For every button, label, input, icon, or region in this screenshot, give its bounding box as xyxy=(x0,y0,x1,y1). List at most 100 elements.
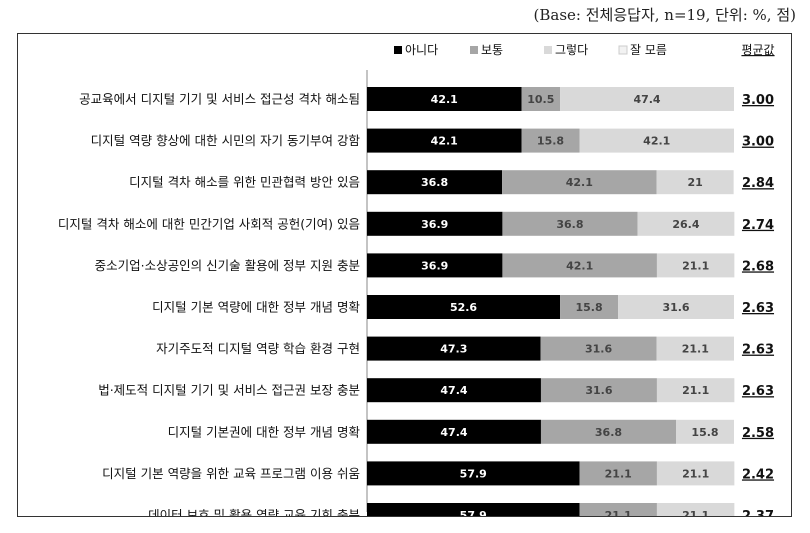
legend-swatch xyxy=(618,45,628,55)
data-label: 47.3 xyxy=(440,343,467,356)
legend-entry: 그렇다 xyxy=(555,42,588,57)
average-value: 2.74 xyxy=(742,218,774,233)
data-label: 42.1 xyxy=(566,176,593,189)
average-value: 2.37 xyxy=(742,509,774,516)
average-value: 3.00 xyxy=(742,135,774,150)
data-label: 36.8 xyxy=(421,176,448,189)
data-label: 36.8 xyxy=(556,218,583,231)
average-value: 2.63 xyxy=(742,301,774,316)
bar-segment xyxy=(618,295,734,319)
bar-segment xyxy=(637,211,735,236)
legend-swatch xyxy=(394,46,402,54)
data-label: 57.9 xyxy=(460,467,487,480)
bar-segment xyxy=(656,503,735,516)
data-label: 36.9 xyxy=(421,218,448,231)
data-label: 21.1 xyxy=(605,509,632,516)
data-label: 42.1 xyxy=(643,135,670,148)
bar-segment xyxy=(367,336,541,361)
category-label: 법·제도적 디지털 기기 및 서비스 접근권 보장 충분 xyxy=(98,383,360,398)
legend-entry: 아니다 xyxy=(405,43,438,57)
data-label: 36.8 xyxy=(595,426,622,439)
category-label: 디지털 기본 역량을 위한 교육 프로그램 이용 쉬움 xyxy=(102,466,360,481)
data-label: 21.1 xyxy=(682,259,709,272)
bar-segment xyxy=(367,419,541,444)
category-label: 디지털 기본 역량에 대한 정부 개념 명확 xyxy=(152,300,360,315)
average-value: 2.58 xyxy=(742,426,774,441)
bar-segment xyxy=(579,503,657,516)
bar-segment xyxy=(367,253,503,278)
data-label: 47.4 xyxy=(440,384,467,397)
average-value: 2.84 xyxy=(742,176,774,191)
data-label: 52.6 xyxy=(450,301,477,314)
data-label: 21 xyxy=(687,176,702,189)
average-value: 2.68 xyxy=(742,259,774,274)
category-label: 디지털 기본권에 대한 정부 개념 명확 xyxy=(168,424,361,439)
average-value: 3.00 xyxy=(742,93,774,108)
bar-segment xyxy=(502,253,657,278)
data-label: 31.6 xyxy=(585,343,612,356)
base-note: (Base: 전체응답자, n=19, 단위: %, 점) xyxy=(533,6,796,24)
data-label: 15.8 xyxy=(691,426,718,439)
bar-segment xyxy=(656,170,734,195)
average-header: 평균값 xyxy=(741,43,774,57)
data-label: 31.6 xyxy=(585,384,612,397)
legend-entry: 보통 xyxy=(481,43,503,57)
data-label: 21.1 xyxy=(682,467,709,480)
average-value: 2.42 xyxy=(742,467,774,482)
bar-segment xyxy=(367,378,541,403)
data-label: 15.8 xyxy=(537,135,564,148)
category-label: 공교육에서 디지털 기기 및 서비스 접근성 격차 해소됨 xyxy=(79,92,360,107)
bar-segment xyxy=(367,503,580,516)
data-label: 42.1 xyxy=(566,259,593,272)
bar-segment xyxy=(367,211,503,236)
average-value: 2.63 xyxy=(742,343,774,358)
category-label: 디지털 격차 해소를 위한 민관협력 방안 있음 xyxy=(129,175,360,190)
bar-segment xyxy=(676,419,734,444)
bar-segment xyxy=(502,170,657,195)
legend-entry: 잘 모름 xyxy=(630,43,667,57)
data-label: 57.9 xyxy=(460,509,487,516)
data-label: 21.1 xyxy=(682,343,709,356)
bar-segment xyxy=(540,419,677,444)
data-label: 36.9 xyxy=(421,259,448,272)
bar-segment xyxy=(560,87,734,111)
bar-segment xyxy=(367,295,561,319)
bar-segment xyxy=(656,336,734,361)
bar-segment xyxy=(367,461,580,486)
data-label: 31.6 xyxy=(662,301,689,314)
bar-segment xyxy=(579,461,657,486)
category-label: 데이터 보호 및 활용 역량 교육 기회 충분 xyxy=(148,508,360,517)
category-label: 중소기업·소상공인의 신기술 활용에 정부 지원 충분 xyxy=(95,258,360,273)
data-label: 42.1 xyxy=(431,93,458,106)
bar-segment xyxy=(656,378,735,403)
bar-segment xyxy=(502,211,638,236)
category-label: 디지털 격차 해소에 대한 민간기업 사회적 공헌(기여) 있음 xyxy=(58,216,360,231)
bar-segment xyxy=(540,378,657,403)
bar-segment xyxy=(367,170,503,195)
bar-segment xyxy=(656,461,735,486)
data-label: 47.4 xyxy=(440,426,467,439)
bar-segment xyxy=(656,253,735,278)
data-label: 21.1 xyxy=(682,509,709,516)
bar-segment xyxy=(560,295,619,319)
data-label: 26.4 xyxy=(672,218,699,231)
bar-segment xyxy=(367,128,522,153)
data-label: 10.5 xyxy=(527,93,554,106)
bar-segment xyxy=(579,128,734,153)
legend-swatch xyxy=(470,46,478,54)
category-label: 디지털 역량 향상에 대한 시민의 자기 동기부여 강함 xyxy=(91,133,361,148)
data-label: 42.1 xyxy=(431,135,458,148)
bar-segment xyxy=(367,87,522,111)
bar-segment xyxy=(521,128,580,153)
data-label: 21.1 xyxy=(682,384,709,397)
bar-segment xyxy=(521,87,561,111)
bar-segment xyxy=(540,336,657,361)
legend-swatch xyxy=(544,46,552,54)
data-label: 21.1 xyxy=(605,467,632,480)
category-label: 자기주도적 디지털 역량 학습 환경 구현 xyxy=(156,341,360,356)
data-label: 47.4 xyxy=(633,93,660,106)
average-value: 2.63 xyxy=(742,384,774,399)
data-label: 15.8 xyxy=(575,301,602,314)
